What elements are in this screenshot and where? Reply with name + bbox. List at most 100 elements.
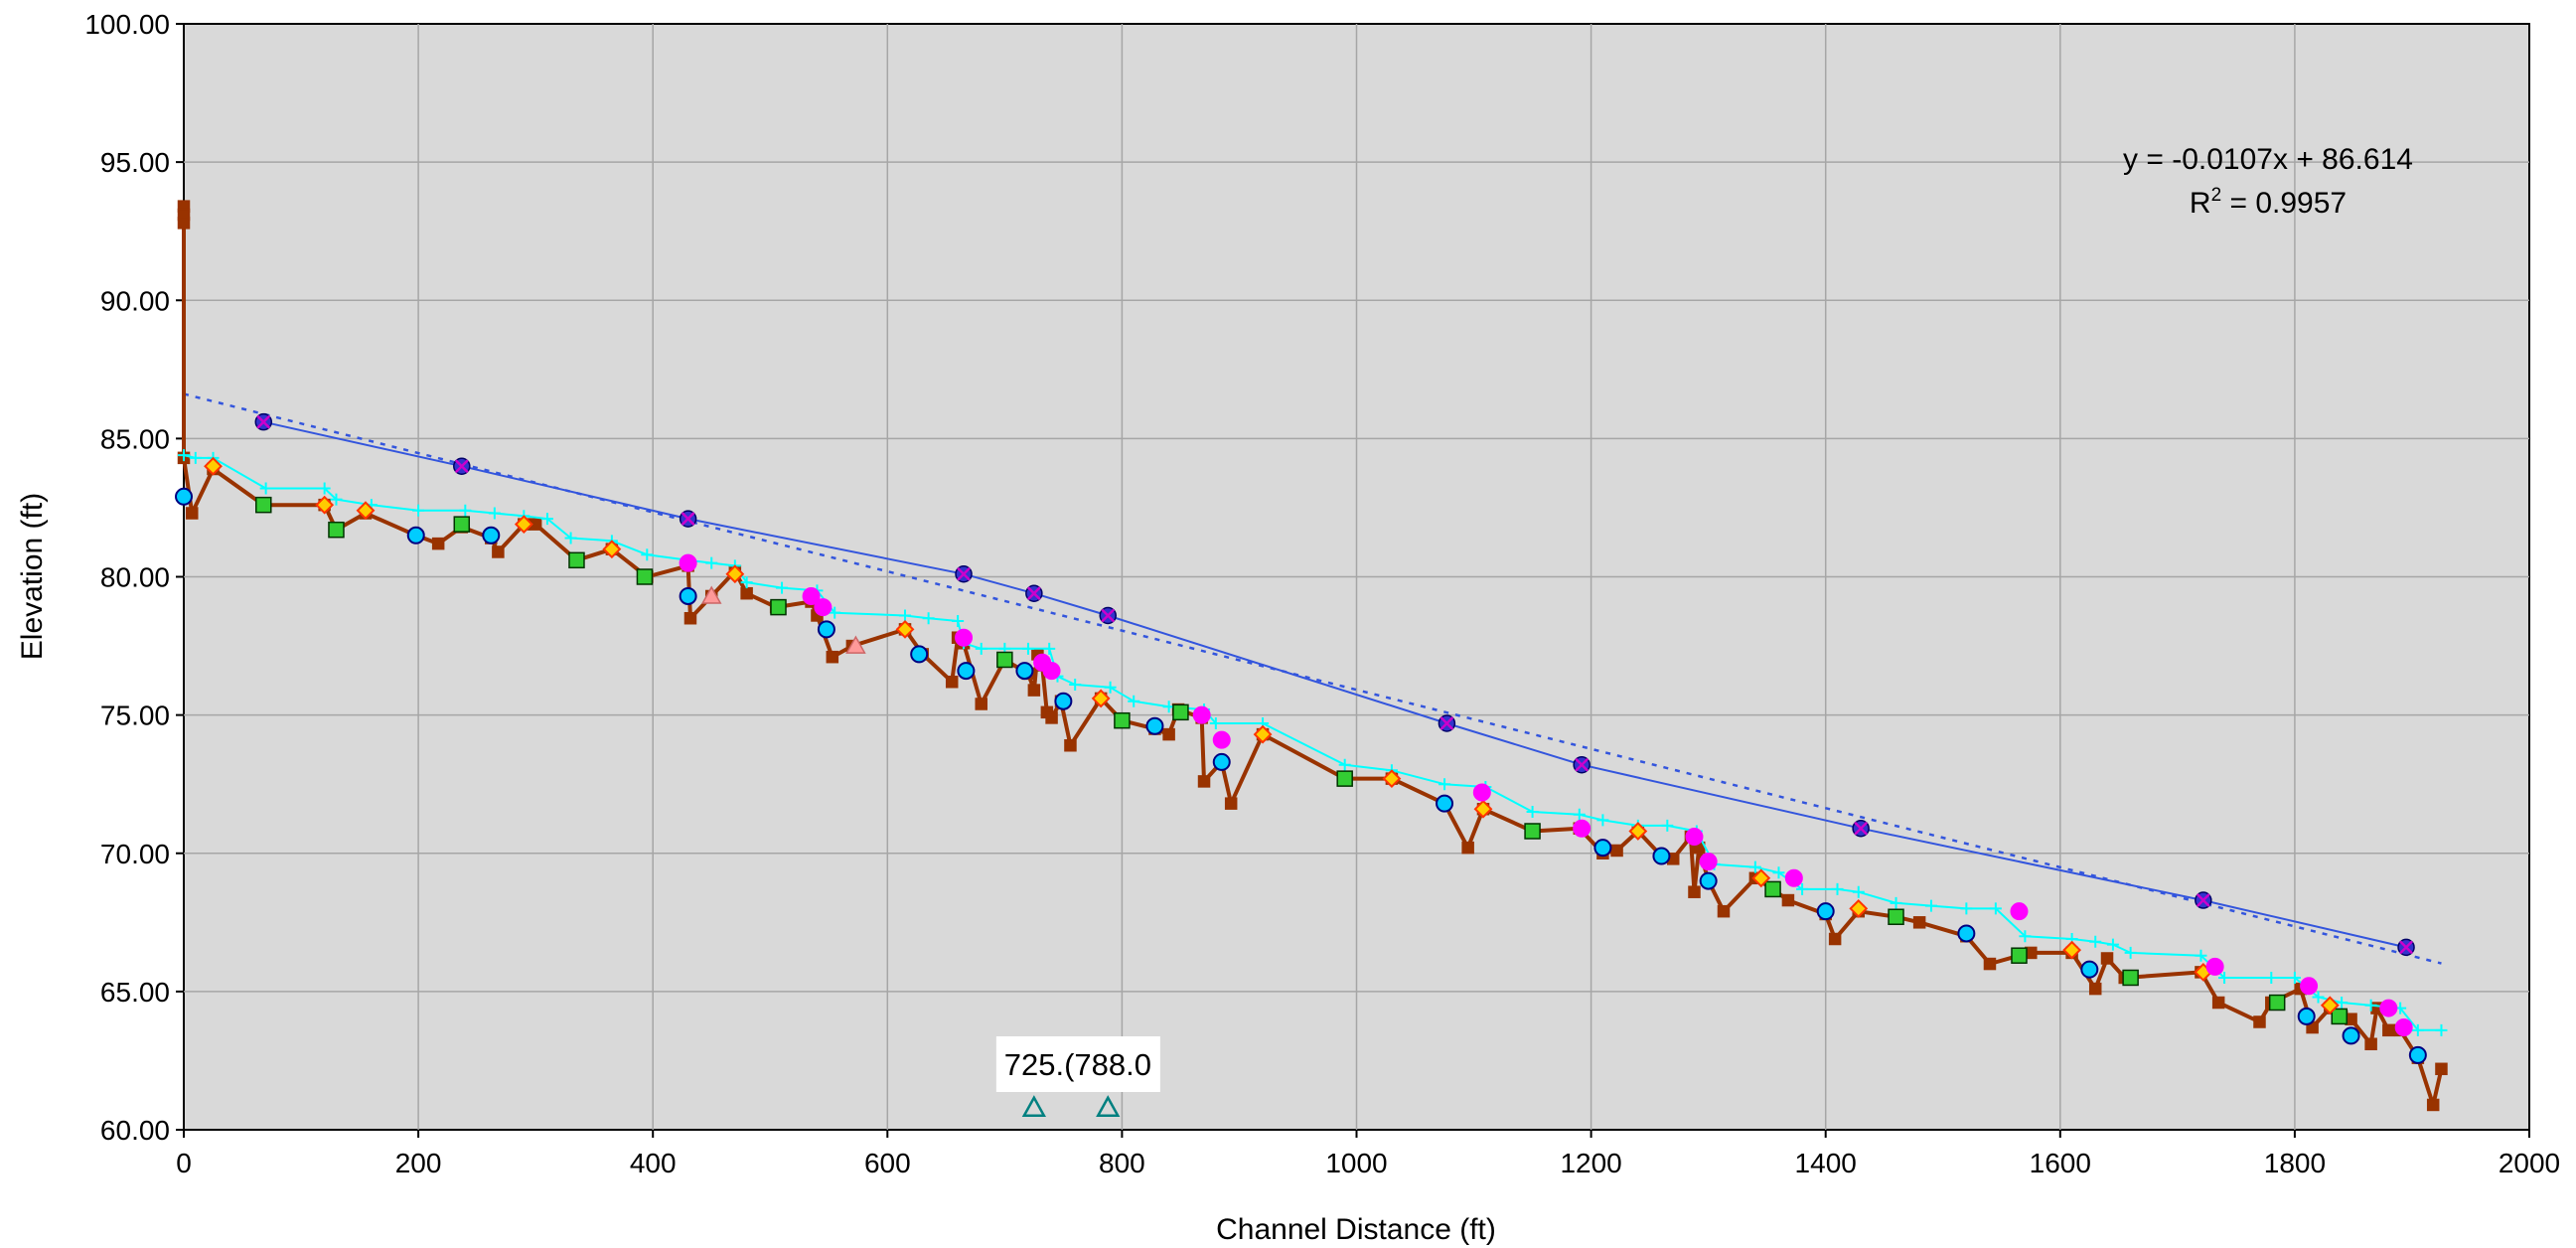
water-surface-point — [1924, 899, 1937, 912]
glide-point — [1042, 662, 1061, 681]
x-tick-label: 400 — [630, 1148, 677, 1178]
run-point — [602, 540, 622, 559]
water-surface-point — [829, 606, 841, 619]
thalweg-point — [826, 650, 839, 664]
glide-point — [1212, 730, 1231, 749]
water-surface-point — [2089, 935, 2102, 948]
floodprone-point-cross — [1854, 821, 1868, 836]
water-surface-point — [1960, 902, 1973, 915]
water-surface-point — [330, 493, 343, 506]
series-glide — [679, 553, 2413, 1037]
riffle-point — [568, 551, 585, 569]
water-surface-point — [1021, 642, 1034, 655]
thalweg-point — [2364, 1037, 2377, 1050]
extra-point — [700, 585, 722, 604]
water-surface-point — [1209, 716, 1222, 729]
glide-point — [2205, 957, 2224, 976]
series-layer — [175, 200, 2448, 1112]
riffle-point — [453, 516, 471, 533]
annotation-layer: 725.(788.0 — [995, 1036, 1160, 1117]
water-surface-point — [922, 612, 935, 625]
series-floodprone — [254, 412, 2415, 957]
thalweg-point — [177, 217, 191, 230]
thalweg-point — [1224, 797, 1238, 810]
pool-point — [175, 487, 193, 506]
x-tick-label: 1000 — [1325, 1148, 1387, 1178]
pool-point — [2080, 960, 2099, 979]
riffle-point — [328, 521, 345, 539]
y-tick-label: 60.00 — [100, 1115, 170, 1146]
pool-point — [482, 526, 501, 545]
x-tick-label: 2000 — [2499, 1148, 2560, 1178]
run-point — [514, 515, 533, 535]
riffle-point — [1172, 703, 1189, 721]
water-surface-point — [564, 532, 577, 545]
water-surface-point — [1043, 642, 1056, 655]
water-surface-point — [318, 482, 331, 495]
pool-point — [2408, 1045, 2427, 1064]
water-surface-point — [1573, 808, 1586, 821]
y-tick-label: 65.00 — [100, 977, 170, 1008]
thalweg-point — [1983, 957, 1997, 971]
pool-point — [1015, 662, 1034, 681]
thalweg-point — [1912, 916, 1926, 929]
run-point — [1473, 799, 1493, 819]
floodprone-point-cross — [2399, 940, 2413, 955]
x-tick-label: 600 — [864, 1148, 911, 1178]
axis-ticks: 0 200 400 600 800 1000 1200 1400 1600 1800 2000 60.… — [84, 9, 2560, 1178]
pool-point — [2342, 1026, 2360, 1045]
water-surface-point — [1772, 866, 1785, 879]
pool-point — [1816, 902, 1835, 921]
thalweg-point — [2253, 1015, 2266, 1028]
pool-point — [817, 620, 835, 639]
pool-point — [1054, 692, 1073, 710]
y-tick-label: 80.00 — [100, 562, 170, 593]
glide-point — [679, 553, 697, 572]
water-surface-point — [2265, 971, 2278, 984]
run-point — [1849, 898, 1869, 918]
water-surface-point — [488, 507, 501, 520]
water-surface-point — [2218, 971, 2231, 984]
thalweg-point — [1162, 727, 1175, 741]
thalweg-point — [1045, 711, 1058, 724]
riffle-point — [1114, 711, 1131, 729]
glide-point — [2300, 977, 2319, 996]
riffle-point — [996, 651, 1013, 669]
pool-point — [1212, 752, 1231, 771]
glide-point — [1685, 828, 1704, 847]
run-point — [356, 501, 376, 521]
water-surface-point — [975, 642, 987, 655]
run-point — [204, 456, 223, 476]
thalweg-point — [2088, 982, 2102, 996]
riffle-point — [2268, 994, 2286, 1012]
thalweg-point — [1197, 775, 1211, 788]
run-point — [1382, 769, 1402, 789]
riffle-point — [1764, 880, 1781, 898]
water-surface-point — [705, 556, 718, 569]
floodprone-point-cross — [454, 459, 469, 474]
y-tick-label: 75.00 — [100, 701, 170, 731]
water-surface-point — [2312, 991, 2325, 1004]
floodprone-point-cross — [1575, 757, 1590, 772]
pool-point — [1652, 847, 1671, 865]
thalweg-point — [492, 546, 505, 558]
thalweg-point — [945, 675, 959, 689]
glide-point — [1699, 853, 1718, 871]
thalweg-point — [1461, 841, 1474, 855]
pool-point — [1145, 716, 1164, 735]
floodprone-point-cross — [256, 414, 271, 429]
r2-value: = 0.9957 — [2221, 187, 2347, 220]
water-surface-point — [2124, 946, 2137, 959]
floodprone-point-cross — [1440, 716, 1454, 730]
thalweg-point — [740, 586, 753, 600]
water-surface-point — [540, 513, 553, 526]
trendline-equation-text: y = -0.0107x + 86.614 — [2123, 143, 2413, 176]
water-surface-point — [2364, 999, 2377, 1012]
run-point — [2062, 940, 2082, 960]
x-tick-label: 1600 — [2030, 1148, 2091, 1178]
series-pool — [175, 487, 2427, 1064]
water-surface-point — [412, 504, 425, 517]
thalweg-point — [683, 611, 697, 625]
grid — [184, 24, 2529, 1130]
trendline-r2-text: R2 = 0.9957 — [2190, 185, 2347, 220]
